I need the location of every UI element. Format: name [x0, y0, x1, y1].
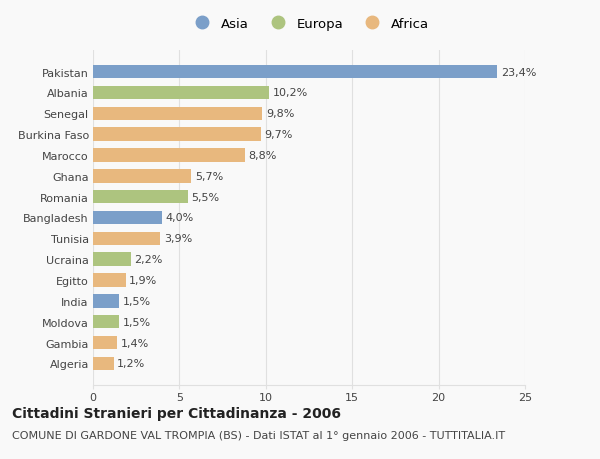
Bar [93, 190, 188, 204]
Bar [93, 294, 119, 308]
Text: 1,4%: 1,4% [121, 338, 149, 348]
Bar [93, 232, 160, 246]
Bar [93, 211, 162, 225]
Text: 1,5%: 1,5% [122, 317, 151, 327]
Bar [93, 86, 269, 100]
Bar [93, 274, 126, 287]
Bar [93, 128, 260, 142]
Text: COMUNE DI GARDONE VAL TROMPIA (BS) - Dati ISTAT al 1° gennaio 2006 - TUTTITALIA.: COMUNE DI GARDONE VAL TROMPIA (BS) - Dat… [12, 431, 505, 441]
Text: 2,2%: 2,2% [134, 255, 163, 264]
Legend: Asia, Europa, Africa: Asia, Europa, Africa [185, 13, 433, 34]
Text: 9,8%: 9,8% [266, 109, 294, 119]
Text: 1,2%: 1,2% [117, 358, 145, 369]
Bar [93, 107, 262, 121]
Text: 23,4%: 23,4% [501, 67, 536, 78]
Bar [93, 357, 114, 370]
Text: 4,0%: 4,0% [166, 213, 194, 223]
Text: 1,9%: 1,9% [129, 275, 158, 285]
Bar [93, 149, 245, 162]
Text: Cittadini Stranieri per Cittadinanza - 2006: Cittadini Stranieri per Cittadinanza - 2… [12, 406, 341, 420]
Bar [93, 170, 191, 183]
Text: 10,2%: 10,2% [273, 88, 308, 98]
Text: 5,7%: 5,7% [195, 172, 223, 181]
Text: 8,8%: 8,8% [248, 151, 277, 161]
Text: 5,5%: 5,5% [191, 192, 220, 202]
Text: 9,7%: 9,7% [264, 130, 292, 140]
Bar [93, 336, 117, 350]
Bar [93, 315, 119, 329]
Text: 3,9%: 3,9% [164, 234, 192, 244]
Bar [93, 253, 131, 266]
Text: 1,5%: 1,5% [122, 296, 151, 306]
Bar [93, 66, 497, 79]
